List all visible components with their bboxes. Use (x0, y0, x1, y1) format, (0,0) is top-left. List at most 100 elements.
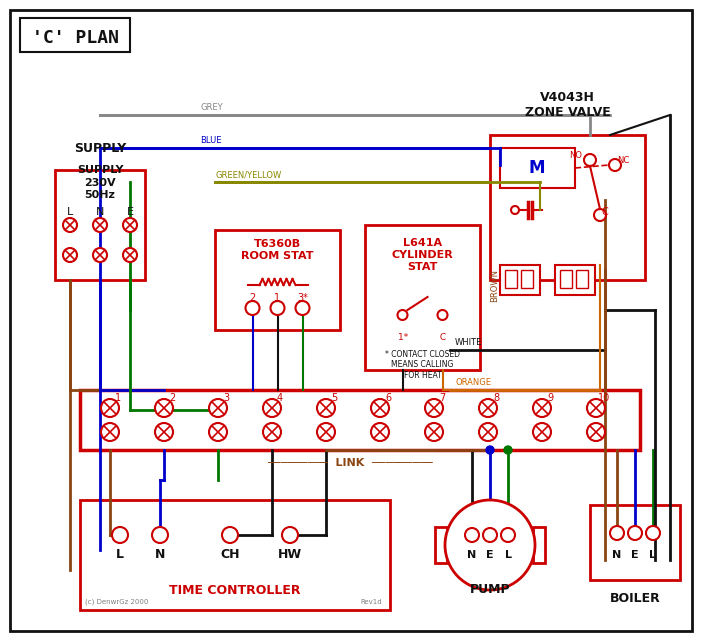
Circle shape (610, 526, 624, 540)
Circle shape (646, 526, 660, 540)
Circle shape (501, 528, 515, 542)
Circle shape (282, 527, 298, 543)
Circle shape (112, 527, 128, 543)
Text: TIME CONTROLLER: TIME CONTROLLER (169, 583, 300, 597)
Circle shape (263, 399, 281, 417)
Text: N: N (155, 549, 165, 562)
Circle shape (479, 423, 497, 441)
Text: PUMP: PUMP (470, 583, 510, 596)
FancyBboxPatch shape (500, 148, 575, 188)
Text: 5: 5 (331, 393, 337, 403)
Text: V4043H
ZONE VALVE: V4043H ZONE VALVE (524, 91, 610, 119)
Text: E: E (486, 550, 494, 560)
FancyBboxPatch shape (55, 170, 145, 280)
Circle shape (479, 399, 497, 417)
Text: BOILER: BOILER (609, 592, 661, 605)
Circle shape (425, 399, 443, 417)
Circle shape (486, 446, 494, 454)
Circle shape (246, 301, 260, 315)
Text: N: N (612, 550, 622, 560)
FancyBboxPatch shape (10, 10, 692, 631)
Text: 6: 6 (385, 393, 391, 403)
Text: WHITE: WHITE (455, 338, 482, 347)
FancyBboxPatch shape (555, 265, 595, 295)
FancyBboxPatch shape (80, 500, 390, 610)
FancyBboxPatch shape (560, 270, 572, 288)
Text: 1: 1 (274, 293, 281, 303)
Text: GREY: GREY (200, 103, 223, 112)
Circle shape (511, 206, 519, 214)
Circle shape (483, 528, 497, 542)
Text: E: E (631, 550, 639, 560)
Circle shape (533, 399, 551, 417)
FancyBboxPatch shape (505, 270, 517, 288)
Text: HW: HW (278, 549, 302, 562)
Ellipse shape (445, 500, 535, 590)
Text: 230V: 230V (84, 178, 116, 188)
FancyBboxPatch shape (576, 270, 588, 288)
FancyBboxPatch shape (521, 270, 533, 288)
Text: 7: 7 (439, 393, 445, 403)
Text: ─────────  LINK  ─────────: ───────── LINK ───────── (267, 458, 433, 468)
Text: N: N (468, 550, 477, 560)
Circle shape (93, 218, 107, 232)
Circle shape (584, 154, 596, 166)
Circle shape (371, 399, 389, 417)
Text: NO: NO (569, 151, 582, 160)
Circle shape (533, 423, 551, 441)
FancyBboxPatch shape (500, 265, 540, 295)
Circle shape (609, 159, 621, 171)
Circle shape (437, 310, 447, 320)
Text: CH: CH (220, 549, 240, 562)
Text: Rev1d: Rev1d (360, 599, 382, 605)
Circle shape (209, 399, 227, 417)
Text: * CONTACT CLOSED
MEANS CALLING
FOR HEAT: * CONTACT CLOSED MEANS CALLING FOR HEAT (385, 350, 460, 380)
Text: BROWN: BROWN (490, 269, 499, 302)
FancyBboxPatch shape (590, 505, 680, 580)
Circle shape (93, 248, 107, 262)
Text: L: L (67, 207, 73, 217)
Text: 8: 8 (493, 393, 499, 403)
FancyBboxPatch shape (215, 230, 340, 330)
Circle shape (587, 399, 605, 417)
Text: ORANGE: ORANGE (455, 378, 491, 387)
Circle shape (425, 423, 443, 441)
Text: T6360B
ROOM STAT: T6360B ROOM STAT (241, 239, 314, 261)
FancyBboxPatch shape (365, 225, 480, 370)
Text: SUPPLY: SUPPLY (74, 142, 126, 155)
Circle shape (101, 399, 119, 417)
FancyBboxPatch shape (20, 18, 130, 52)
Text: E: E (126, 207, 133, 217)
Circle shape (152, 527, 168, 543)
Text: 50Hz: 50Hz (84, 190, 115, 200)
Circle shape (317, 423, 335, 441)
Circle shape (63, 218, 77, 232)
Circle shape (155, 423, 173, 441)
Circle shape (587, 423, 605, 441)
Text: 'C' PLAN: 'C' PLAN (32, 29, 119, 47)
FancyBboxPatch shape (435, 527, 447, 563)
Text: L: L (649, 550, 656, 560)
Circle shape (123, 218, 137, 232)
FancyBboxPatch shape (490, 135, 645, 280)
Text: 2: 2 (249, 293, 256, 303)
Circle shape (397, 310, 407, 320)
Text: NC: NC (617, 156, 629, 165)
Circle shape (371, 423, 389, 441)
Circle shape (263, 423, 281, 441)
Text: 3: 3 (223, 393, 229, 403)
Circle shape (63, 248, 77, 262)
Text: 2: 2 (169, 393, 175, 403)
Text: BLUE: BLUE (200, 136, 222, 145)
Text: L641A
CYLINDER
STAT: L641A CYLINDER STAT (392, 238, 453, 272)
Circle shape (296, 301, 310, 315)
Circle shape (270, 301, 284, 315)
Circle shape (123, 248, 137, 262)
FancyBboxPatch shape (80, 390, 640, 450)
Circle shape (209, 423, 227, 441)
Circle shape (594, 209, 606, 221)
Text: 3*: 3* (297, 293, 308, 303)
Circle shape (504, 446, 512, 454)
Text: C: C (602, 207, 609, 217)
Text: 4: 4 (277, 393, 283, 403)
